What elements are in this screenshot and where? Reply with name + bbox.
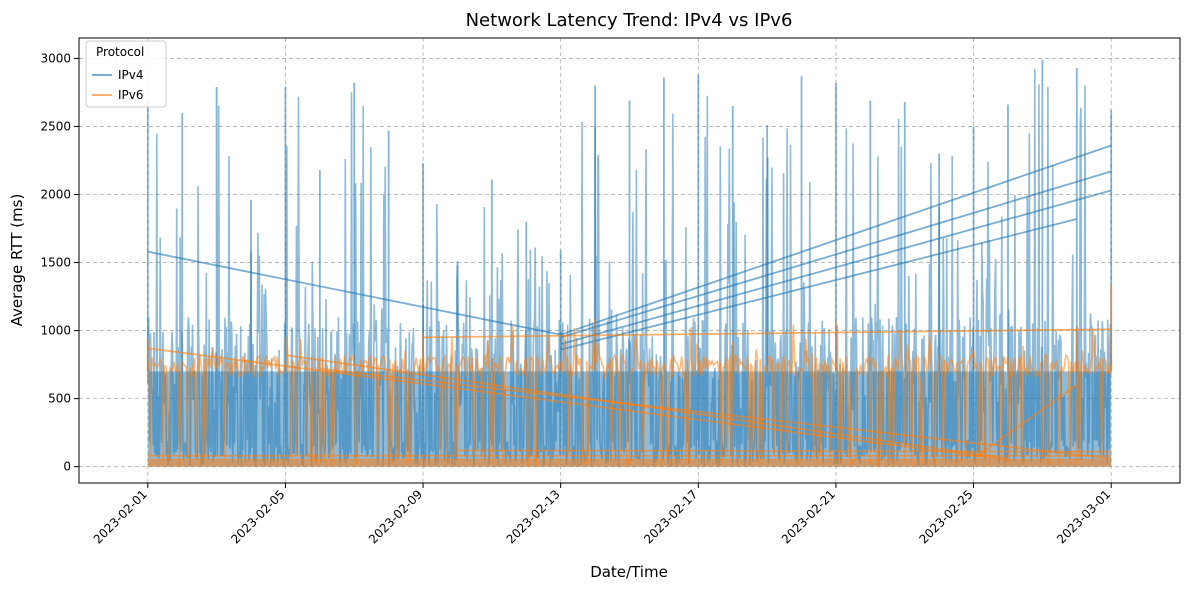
ipv6-low-band bbox=[147, 458, 1112, 467]
legend-box bbox=[85, 40, 167, 108]
y-tick-label: 2500 bbox=[40, 119, 71, 133]
wrap-segment-ipv4 bbox=[560, 218, 1078, 351]
y-tick-label: 1000 bbox=[40, 324, 71, 338]
x-axis: 2023-02-01 2023-02-05 2023-02-09 2023-02-13… bbox=[91, 483, 1113, 546]
series-ipv6 bbox=[146, 285, 1113, 468]
wrap-segment-ipv6 bbox=[147, 347, 1009, 461]
wrap-segment-ipv6 bbox=[973, 384, 1078, 460]
wrap-segment-ipv6 bbox=[285, 354, 1009, 460]
y-tick-label: 500 bbox=[48, 392, 71, 406]
plot-frame bbox=[78, 37, 1181, 484]
x-tick-label: 2023-02-21 bbox=[779, 487, 838, 546]
legend: Protocol IPv4 IPv6 bbox=[85, 40, 167, 108]
wrap-segment-ipv4 bbox=[560, 144, 1112, 336]
chart-title: Network Latency Trend: IPv4 vs IPv6 bbox=[466, 10, 793, 31]
legend-title: Protocol bbox=[96, 45, 144, 59]
x-axis-label: Date/Time bbox=[590, 563, 668, 581]
x-tick-label: 2023-02-25 bbox=[916, 487, 975, 546]
legend-label-ipv4: IPv4 bbox=[118, 68, 144, 82]
wrap-segment-ipv4 bbox=[560, 170, 1112, 339]
y-tick-label: 1500 bbox=[40, 256, 71, 270]
wrap-segment-ipv6 bbox=[423, 328, 1112, 339]
y-tick-label: 2000 bbox=[40, 187, 71, 201]
y-axis: 0 500 1000 1500 2000 2500 3000 bbox=[40, 51, 79, 474]
wrap-segment-ipv6 bbox=[457, 449, 1112, 453]
x-tick-label: 2023-02-01 bbox=[91, 487, 150, 546]
wrap-segment-ipv6 bbox=[319, 367, 1112, 460]
x-tick-label: 2023-02-17 bbox=[641, 487, 700, 546]
wrap-segment-ipv4 bbox=[560, 189, 1112, 346]
x-tick-label: 2023-02-09 bbox=[366, 487, 425, 546]
y-tick-label: 0 bbox=[63, 460, 71, 474]
legend-label-ipv6: IPv6 bbox=[118, 88, 144, 102]
y-axis-label: Average RTT (ms) bbox=[8, 194, 26, 327]
y-tick-label: 3000 bbox=[40, 51, 71, 65]
wrap-segment-ipv4 bbox=[147, 250, 561, 336]
x-tick-label: 2023-02-13 bbox=[504, 487, 563, 546]
x-tick-label: 2023-03-01 bbox=[1054, 487, 1113, 546]
x-tick-label: 2023-02-05 bbox=[228, 487, 287, 546]
